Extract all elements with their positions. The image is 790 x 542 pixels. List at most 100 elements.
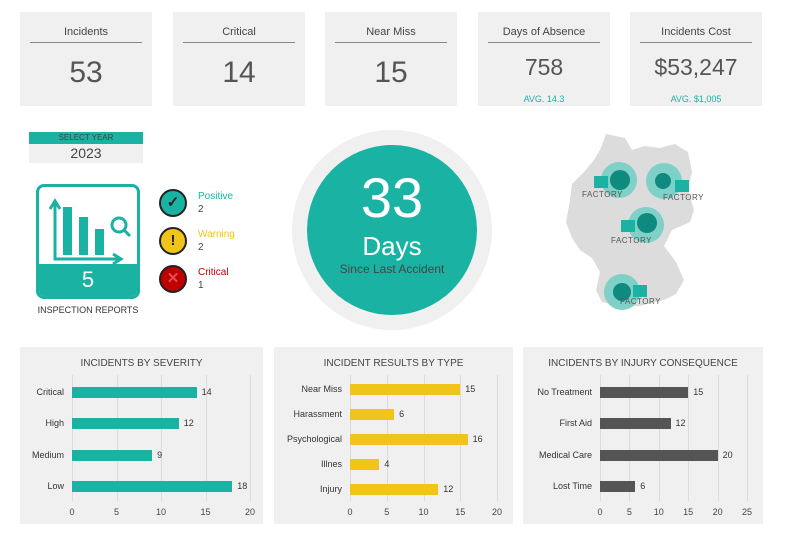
factory-label: FACTORY	[620, 297, 661, 306]
kpi-average: AVG. 14.3	[523, 94, 565, 104]
x-tick-label: 25	[741, 507, 752, 517]
category-label: First Aid	[559, 418, 592, 428]
x-tick-label: 10	[418, 507, 429, 517]
kpi-value: $53,247	[654, 54, 738, 80]
gridline	[747, 375, 748, 501]
kpi-value: 15	[374, 56, 408, 89]
data-label: 16	[472, 434, 483, 444]
category-label: Illnes	[320, 459, 342, 469]
bar-illnes	[350, 459, 380, 470]
chart-title: INCIDENTS BY SEVERITY	[80, 358, 203, 369]
x-tick-label: 5	[113, 507, 119, 517]
bar-injury	[350, 484, 439, 495]
data-label: 6	[640, 481, 646, 491]
bar-lost-time	[600, 481, 636, 492]
category-label: Medium	[31, 450, 64, 460]
bar-medium	[72, 450, 153, 461]
exclamation-icon: !	[159, 227, 187, 255]
data-label: 12	[183, 418, 194, 428]
since-caption: Since Last Accident	[339, 262, 445, 276]
bar-near-miss	[350, 384, 461, 395]
gridline	[658, 375, 660, 501]
x-tick-label: 0	[347, 507, 353, 517]
gridline	[205, 375, 207, 501]
data-label: 12	[675, 418, 686, 428]
chart-panel-0: INCIDENTS BY SEVERITY	[20, 347, 263, 524]
kpi-card-days-of-absence: Days of Absence 758 AVG. 14.3	[478, 12, 610, 106]
x-tick-label: 20	[712, 507, 723, 517]
factory-label: FACTORY	[582, 190, 623, 199]
kpi-label: Incidents Cost	[640, 26, 752, 43]
data-label: 15	[465, 384, 476, 394]
x-tick-label: 10	[155, 507, 166, 517]
since-accident-badge: 33 Days Since Last Accident	[307, 145, 477, 315]
data-label: 20	[722, 450, 733, 460]
kpi-card-near-miss: Near Miss 15	[325, 12, 457, 106]
kpi-value: 758	[524, 54, 564, 80]
category-label: Injury	[319, 484, 342, 494]
chart-panel-2: INCIDENTS BY INJURY CONSEQUENCE	[523, 347, 763, 524]
bar-critical	[72, 387, 197, 398]
bar-low	[72, 481, 233, 492]
kpi-label: Critical	[183, 26, 295, 43]
x-tick-label: 0	[69, 507, 75, 517]
data-label: 18	[237, 481, 248, 491]
days-unit: Days	[362, 231, 422, 261]
data-label: 6	[399, 409, 405, 419]
gridline	[116, 375, 118, 501]
chart-magnifier-icon	[48, 198, 132, 266]
category-label: Critical	[36, 387, 64, 397]
data-label: 14	[201, 387, 212, 397]
bar-high	[72, 418, 179, 429]
gridline	[600, 375, 601, 501]
data-label: 15	[693, 387, 704, 397]
inspection-reports-label: INSPECTION REPORTS	[37, 305, 139, 315]
kpi-value: 14	[222, 56, 256, 89]
kpi-card-incidents-cost: Incidents Cost $53,247 AVG. $1,005	[630, 12, 762, 106]
bar-harassment	[350, 409, 395, 420]
category-label: Near Miss	[301, 384, 342, 394]
status-label: Warning	[198, 229, 235, 240]
kpi-label: Incidents	[30, 26, 142, 43]
category-label: Low	[47, 481, 64, 491]
x-tick-label: 0	[597, 507, 603, 517]
chart-title: INCIDENTS BY INJURY CONSEQUENCE	[548, 358, 738, 369]
kpi-average: AVG. $1,005	[670, 94, 722, 104]
gridline	[688, 375, 690, 501]
gridline	[497, 375, 498, 501]
x-tick-label: 15	[683, 507, 694, 517]
year-selector[interactable]: 2023	[29, 144, 143, 163]
bar-medical-care	[600, 450, 718, 461]
check-icon: ✓	[159, 189, 187, 217]
bar-psychological	[350, 434, 468, 445]
x-tick-label: 15	[455, 507, 466, 517]
status-label: Critical	[198, 267, 229, 278]
select-year-label: SELECT YEAR	[29, 132, 143, 144]
gridline	[629, 375, 631, 501]
category-label: Harassment	[293, 409, 342, 419]
factory-label: FACTORY	[663, 193, 704, 202]
inspection-count: 5	[39, 264, 137, 296]
bar-no-treatment	[600, 387, 689, 398]
category-label: No Treatment	[537, 387, 592, 397]
kpi-label: Days of Absence	[488, 26, 600, 43]
x-icon: ✕	[159, 265, 187, 293]
bar-first-aid	[600, 418, 671, 429]
kpi-value: 53	[69, 56, 103, 89]
status-label: Positive	[198, 191, 234, 202]
x-tick-label: 5	[384, 507, 390, 517]
gridline	[717, 375, 719, 501]
status-count: 1	[198, 280, 204, 291]
status-count: 2	[198, 242, 204, 253]
chart-title: INCIDENT RESULTS BY TYPE	[323, 358, 464, 369]
kpi-label: Near Miss	[335, 26, 447, 43]
factory-label: FACTORY	[611, 236, 652, 245]
x-tick-label: 10	[653, 507, 664, 517]
inspection-reports-card: 5	[36, 184, 140, 299]
data-label: 4	[384, 459, 390, 469]
category-label: High	[45, 418, 64, 428]
x-tick-label: 5	[626, 507, 632, 517]
kpi-card-critical: Critical 14	[173, 12, 305, 106]
category-label: Psychological	[286, 434, 342, 444]
data-label: 12	[443, 484, 454, 494]
